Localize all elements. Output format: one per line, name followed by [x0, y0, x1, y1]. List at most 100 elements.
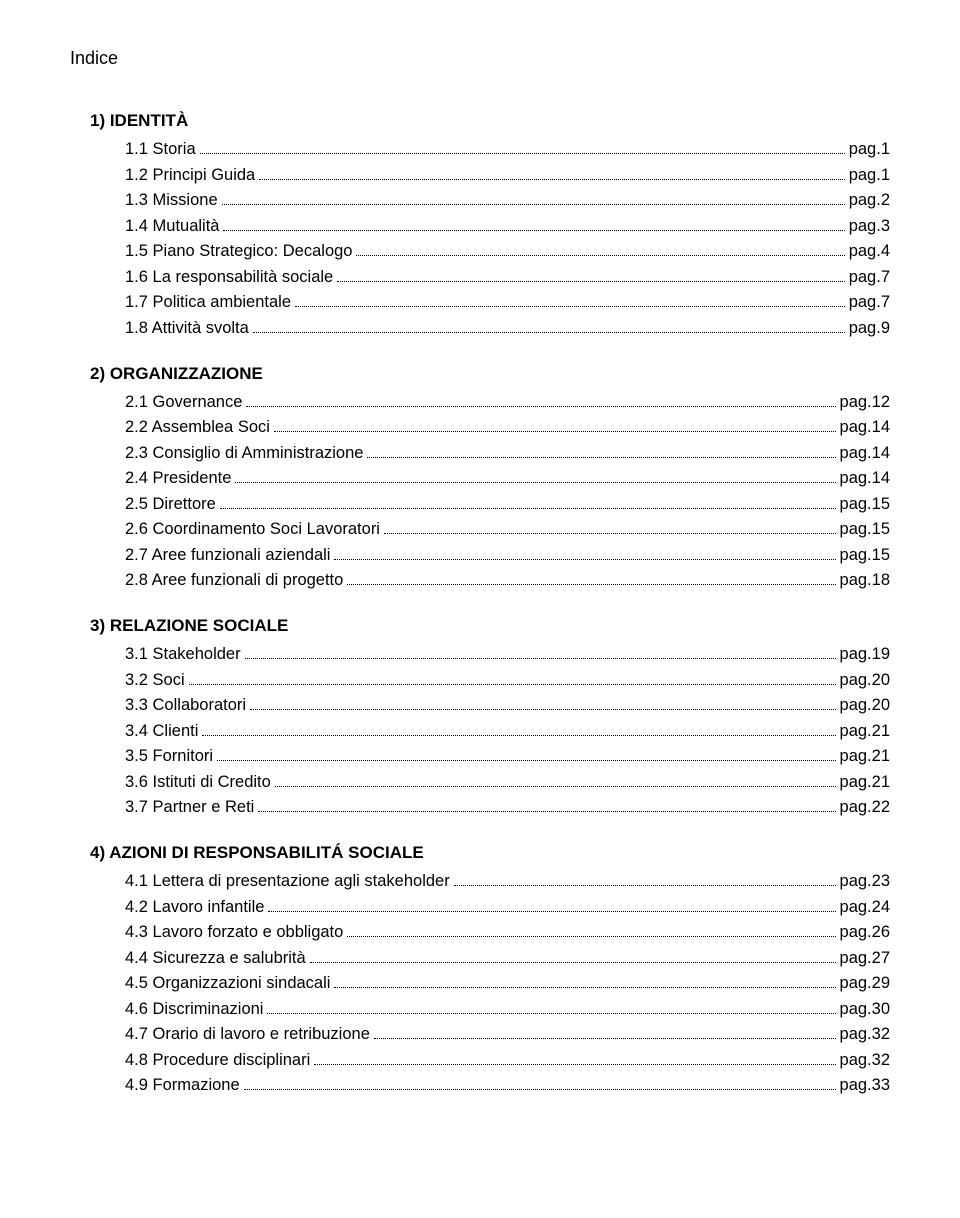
toc-dots [310, 962, 836, 963]
toc-page: pag.21 [840, 744, 890, 770]
toc-label: 1.5 Piano Strategico: Decalogo [125, 239, 352, 265]
toc-page: pag.7 [849, 265, 890, 291]
toc-page: pag.4 [849, 239, 890, 265]
toc-page: pag.14 [840, 441, 890, 467]
toc-dots [200, 153, 845, 154]
toc-line: 2.6 Coordinamento Soci Lavoratori pag.15 [125, 517, 890, 543]
section-heading: 3) RELAZIONE SOCIALE [90, 616, 890, 636]
toc-label: 4.1 Lettera di presentazione agli stakeh… [125, 869, 450, 895]
toc-line: 2.7 Aree funzionali aziendali pag.15 [125, 543, 890, 569]
toc-label: 3.6 Istituti di Credito [125, 770, 271, 796]
toc-page: pag.15 [840, 543, 890, 569]
toc-page: pag.27 [840, 946, 890, 972]
toc-dots [222, 204, 845, 205]
section-heading: 2) ORGANIZZAZIONE [90, 364, 890, 384]
toc-page: pag.14 [840, 466, 890, 492]
toc-label: 4.3 Lavoro forzato e obbligato [125, 920, 343, 946]
toc-page: pag.21 [840, 719, 890, 745]
toc-dots [314, 1064, 835, 1065]
toc-page: pag.1 [849, 137, 890, 163]
toc-dots [235, 482, 835, 483]
toc-page: pag.26 [840, 920, 890, 946]
toc-dots [334, 559, 835, 560]
toc-label: 4.8 Procedure disciplinari [125, 1048, 310, 1074]
toc-dots [223, 230, 844, 231]
toc-label: 3.3 Collaboratori [125, 693, 246, 719]
toc-dots [250, 709, 835, 710]
toc-page: pag.24 [840, 895, 890, 921]
toc-label: 3.5 Fornitori [125, 744, 213, 770]
toc-page: pag.32 [840, 1022, 890, 1048]
toc-dots [347, 936, 835, 937]
toc-page: pag.15 [840, 492, 890, 518]
toc-line: 4.4 Sicurezza e salubrità pag.27 [125, 946, 890, 972]
toc-page: pag.15 [840, 517, 890, 543]
toc-label: 4.7 Orario di lavoro e retribuzione [125, 1022, 370, 1048]
toc-dots [244, 1089, 836, 1090]
toc-page: pag.1 [849, 163, 890, 189]
toc-line: 2.8 Aree funzionali di progetto pag.18 [125, 568, 890, 594]
toc-page: pag.7 [849, 290, 890, 316]
toc-dots [258, 811, 835, 812]
toc-line: 4.6 Discriminazioni pag.30 [125, 997, 890, 1023]
toc-line: 1.8 Attività svolta pag.9 [125, 316, 890, 342]
section-heading: 4) AZIONI DI RESPONSABILITÁ SOCIALE [90, 843, 890, 863]
toc-dots [189, 684, 836, 685]
toc-line: 1.7 Politica ambientale pag.7 [125, 290, 890, 316]
toc-line: 3.2 Soci pag.20 [125, 668, 890, 694]
toc-page: pag.30 [840, 997, 890, 1023]
toc-dots [384, 533, 836, 534]
toc-line: 1.6 La responsabilità sociale pag.7 [125, 265, 890, 291]
toc-dots [220, 508, 836, 509]
toc-line: 4.9 Formazione pag.33 [125, 1073, 890, 1099]
toc-label: 3.7 Partner e Reti [125, 795, 254, 821]
toc-label: 4.5 Organizzazioni sindacali [125, 971, 330, 997]
toc-dots [334, 987, 835, 988]
toc-dots [274, 431, 836, 432]
toc-page: pag.14 [840, 415, 890, 441]
toc-section: 3) RELAZIONE SOCIALE 3.1 Stakeholder pag… [70, 616, 890, 821]
toc-line: 2.1 Governance pag.12 [125, 390, 890, 416]
toc-page: pag.12 [840, 390, 890, 416]
toc-page: pag.23 [840, 869, 890, 895]
toc-section: 2) ORGANIZZAZIONE 2.1 Governance pag.12 … [70, 364, 890, 595]
toc-label: 4.4 Sicurezza e salubrità [125, 946, 306, 972]
toc-line: 3.1 Stakeholder pag.19 [125, 642, 890, 668]
toc-dots [253, 332, 845, 333]
toc-dots [245, 658, 836, 659]
toc-label: 1.6 La responsabilità sociale [125, 265, 333, 291]
toc-page: pag.2 [849, 188, 890, 214]
toc-dots [347, 584, 835, 585]
toc-dots [374, 1038, 836, 1039]
toc-label: 2.8 Aree funzionali di progetto [125, 568, 343, 594]
toc-label: 2.4 Presidente [125, 466, 231, 492]
toc-dots [246, 406, 835, 407]
toc-section: 1) IDENTITÀ 1.1 Storia pag.1 1.2 Princip… [70, 111, 890, 342]
toc-dots [268, 911, 835, 912]
toc-label: 2.7 Aree funzionali aziendali [125, 543, 330, 569]
toc-label: 4.9 Formazione [125, 1073, 240, 1099]
page-title: Indice [70, 48, 890, 69]
toc-line: 4.7 Orario di lavoro e retribuzione pag.… [125, 1022, 890, 1048]
toc-line: 4.3 Lavoro forzato e obbligato pag.26 [125, 920, 890, 946]
toc-label: 2.1 Governance [125, 390, 242, 416]
toc-page: pag.32 [840, 1048, 890, 1074]
toc-label: 1.4 Mutualità [125, 214, 219, 240]
toc-line: 1.5 Piano Strategico: Decalogo pag.4 [125, 239, 890, 265]
toc-line: 2.2 Assemblea Soci pag.14 [125, 415, 890, 441]
page-container: Indice 1) IDENTITÀ 1.1 Storia pag.1 1.2 … [0, 0, 960, 1218]
toc-label: 1.7 Politica ambientale [125, 290, 291, 316]
toc-line: 4.8 Procedure disciplinari pag.32 [125, 1048, 890, 1074]
toc-page: pag.20 [840, 693, 890, 719]
toc-dots [202, 735, 835, 736]
toc-dots [295, 306, 845, 307]
toc-line: 1.1 Storia pag.1 [125, 137, 890, 163]
toc-dots [259, 179, 844, 180]
toc-page: pag.22 [840, 795, 890, 821]
toc-line: 2.3 Consiglio di Amministrazione pag.14 [125, 441, 890, 467]
toc-label: 1.1 Storia [125, 137, 196, 163]
toc-page: pag.19 [840, 642, 890, 668]
toc-label: 3.2 Soci [125, 668, 185, 694]
toc-dots [454, 885, 836, 886]
section-heading: 1) IDENTITÀ [90, 111, 890, 131]
